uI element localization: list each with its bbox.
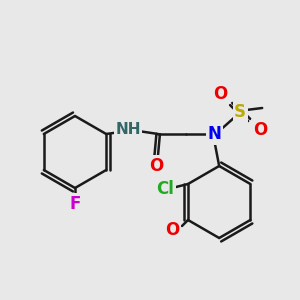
Text: O: O <box>213 85 227 103</box>
Text: NH: NH <box>116 122 141 136</box>
Text: Cl: Cl <box>156 180 174 198</box>
Text: N: N <box>207 125 221 143</box>
Text: S: S <box>234 103 246 121</box>
Text: F: F <box>69 195 81 213</box>
Text: O: O <box>149 157 163 175</box>
Text: O: O <box>253 121 267 139</box>
Text: O: O <box>165 221 179 239</box>
